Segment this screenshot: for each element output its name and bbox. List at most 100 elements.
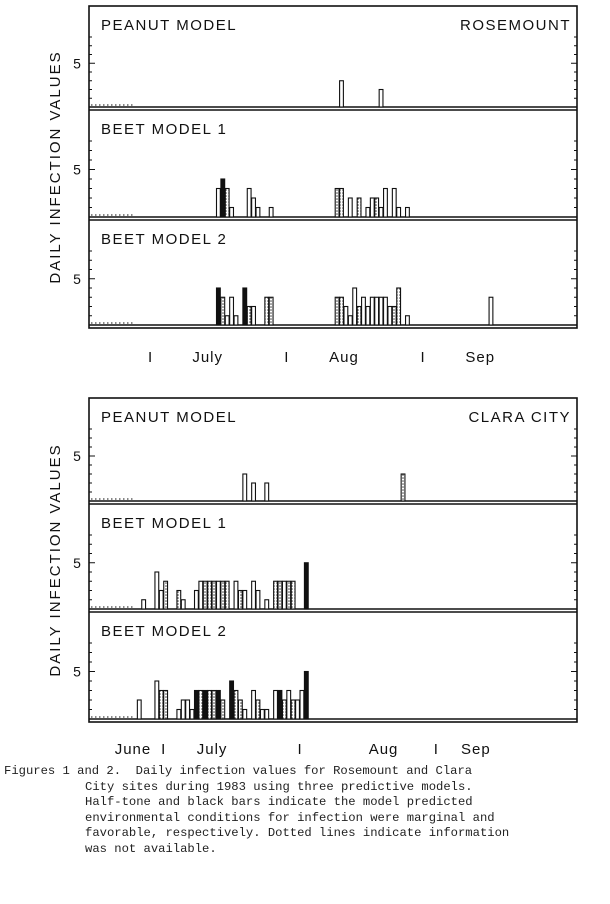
bar-marginal (220, 699, 226, 720)
bar-marginal (207, 689, 213, 720)
panel-title: BEET MODEL 2 (101, 623, 227, 640)
bar-high (229, 680, 235, 720)
bar-low (233, 315, 239, 326)
site-name: CLARA CITY (468, 409, 571, 426)
caption-line: Half-tone and black bars indicate the mo… (85, 795, 473, 809)
bar-low (347, 315, 353, 326)
bar-low (369, 296, 375, 326)
bar-marginal (255, 699, 261, 720)
bar-marginal (277, 580, 283, 610)
bar-low (158, 589, 164, 610)
panel-2: 5 BEET MODEL 1 (73, 109, 577, 218)
month-label: June (115, 741, 152, 758)
bar-low (176, 708, 182, 720)
bar-low (229, 206, 235, 218)
bar-low (378, 296, 384, 326)
panel-title: BEET MODEL 1 (101, 515, 227, 532)
month-label: July (192, 349, 223, 366)
bar-low (259, 708, 265, 720)
bar-low (251, 580, 257, 610)
bar-marginal (220, 580, 226, 610)
bar-low (180, 599, 186, 610)
y-axis-label: DAILY INFECTION VALUES (47, 50, 64, 283)
panel-3: 5 BEET MODEL 2 (73, 219, 577, 326)
bar-marginal (202, 580, 208, 610)
bar-marginal (220, 296, 226, 326)
month-label: Sep (465, 349, 495, 366)
bar-low (215, 187, 221, 218)
y-tick-label: 5 (73, 448, 81, 464)
bar-low (242, 589, 248, 610)
bar-low (185, 699, 191, 720)
bar-low (251, 482, 257, 502)
bar-low (387, 305, 393, 326)
bar-low (488, 296, 494, 326)
bar-marginal (391, 305, 397, 326)
bar-low (255, 589, 261, 610)
bar-low (215, 580, 221, 610)
bar-marginal (268, 296, 274, 326)
bar-low (264, 599, 270, 610)
bar-low (193, 589, 199, 610)
bar-low (374, 296, 380, 326)
month-label: Aug (329, 349, 359, 366)
bar-low (264, 708, 270, 720)
panel-title: BEET MODEL 1 (101, 121, 227, 138)
bar-marginal (374, 197, 380, 218)
bar-low (352, 287, 358, 326)
bar-high (215, 287, 221, 326)
bar-low (343, 305, 349, 326)
bar-low (369, 197, 375, 218)
bar-low (255, 206, 261, 218)
bar-marginal (246, 305, 252, 326)
bar-high (193, 689, 199, 720)
bar-marginal (400, 473, 406, 502)
y-tick-label: 5 (73, 55, 81, 71)
month-label: I (297, 741, 302, 758)
bar-low (154, 571, 160, 610)
month-label: Sep (461, 741, 491, 758)
bar-marginal (396, 287, 402, 326)
panel-2: 5 BEET MODEL 1 (73, 503, 577, 610)
month-label: I (148, 349, 153, 366)
bar-low (246, 187, 252, 218)
caption-line: Figures 1 and 2. Daily infection values … (4, 764, 473, 778)
bar-marginal (286, 580, 292, 610)
bar-low (154, 680, 160, 720)
panel-1: 5 PEANUT MODEL ROSEMOUNT (73, 17, 577, 108)
bar-marginal (290, 699, 296, 720)
bar-marginal (290, 580, 296, 610)
bar-low (299, 689, 305, 720)
caption-line: environmental conditions for infection w… (85, 810, 495, 825)
bar-low (233, 580, 239, 610)
panel-title: PEANUT MODEL (101, 409, 237, 426)
bar-low (229, 296, 235, 326)
bar-low (361, 296, 366, 326)
bar-low (396, 206, 402, 218)
caption-line: was not available. (85, 841, 217, 856)
bar-marginal (264, 296, 270, 326)
bar-marginal (163, 689, 169, 720)
figure-caption: Figures 1 and 2. Daily infection values … (4, 764, 604, 857)
bar-low (264, 482, 270, 502)
caption-line: favorable, respectively. Dotted lines in… (85, 826, 510, 840)
bar-low (136, 699, 142, 720)
chart-1: 5 PEANUT MODEL ROSEMOUNT 5 BEET MODEL 1 5 BEET… (47, 5, 578, 366)
bar-marginal (176, 589, 182, 610)
bar-marginal (233, 689, 239, 720)
bar-marginal (211, 689, 217, 720)
bar-low (339, 80, 344, 108)
month-label: I (284, 349, 289, 366)
bar-low (251, 689, 257, 720)
bar-low (383, 296, 388, 326)
bar-marginal (224, 187, 230, 218)
month-label: Aug (369, 741, 399, 758)
bar-high (277, 689, 283, 720)
bar-marginal (339, 187, 344, 218)
y-tick-label: 5 (73, 555, 81, 571)
bar-low (189, 708, 195, 720)
bar-marginal (334, 187, 340, 218)
month-label: I (421, 349, 426, 366)
bar-marginal (207, 580, 213, 610)
plot-frame (88, 5, 578, 329)
